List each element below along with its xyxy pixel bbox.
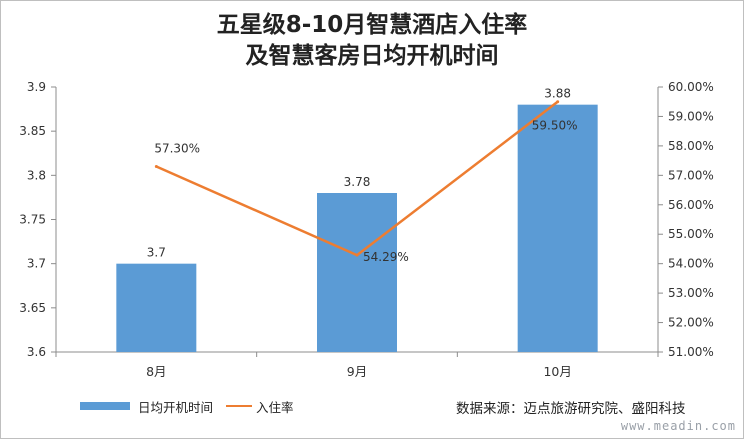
legend: 日均开机时间 入住率 xyxy=(0,396,744,418)
line-data-label: 57.30% xyxy=(154,142,200,156)
x-tick-label: 10月 xyxy=(543,364,571,379)
y-right-tick-label: 57.00% xyxy=(668,168,714,182)
legend-label-bar: 日均开机时间 xyxy=(138,400,214,415)
bar xyxy=(517,104,598,353)
x-tick-label: 8月 xyxy=(146,364,166,379)
y-left-tick-label: 3.6 xyxy=(27,345,46,359)
y-right-tick-label: 59.00% xyxy=(668,109,714,123)
line-point xyxy=(355,253,359,257)
source-note: 数据来源：迈点旅游研究院、盛阳科技 xyxy=(456,401,686,417)
line-data-label: 59.50% xyxy=(532,119,578,133)
legend-label-line: 入住率 xyxy=(256,400,294,415)
line-point xyxy=(556,100,560,104)
y-left-tick-label: 3.9 xyxy=(27,80,46,94)
bar xyxy=(116,263,197,352)
chart-title: 五星级8-10月智慧酒店入住率 及智慧客房日均开机时间 xyxy=(0,10,744,72)
y-left-tick-label: 3.65 xyxy=(19,301,46,315)
chart-title-line-1: 五星级8-10月智慧酒店入住率 xyxy=(216,12,528,38)
y-left-tick-label: 3.75 xyxy=(19,213,46,227)
y-right-tick-label: 54.00% xyxy=(668,257,714,271)
watermark: www.meadin.com xyxy=(620,419,736,433)
y-left-tick-label: 3.8 xyxy=(27,168,46,182)
line-data-label: 54.29% xyxy=(363,250,409,264)
y-left-tick-label: 3.7 xyxy=(27,257,46,271)
y-right-tick-label: 56.00% xyxy=(668,198,714,212)
y-right-tick-label: 60.00% xyxy=(668,80,714,94)
bar-data-label: 3.88 xyxy=(544,87,571,101)
x-tick-label: 9月 xyxy=(347,364,367,379)
y-right-tick-label: 55.00% xyxy=(668,227,714,241)
bar-data-label: 3.7 xyxy=(147,246,166,260)
line-point xyxy=(154,165,158,168)
y-right-tick-label: 51.00% xyxy=(668,345,714,359)
y-left-tick-label: 3.85 xyxy=(19,124,46,138)
chart-title-line-2: 及智慧客房日均开机时间 xyxy=(245,43,499,69)
legend-swatch-line xyxy=(226,405,252,407)
y-right-tick-label: 53.00% xyxy=(668,286,714,300)
y-right-tick-label: 52.00% xyxy=(668,316,714,330)
bar-data-label: 3.78 xyxy=(344,175,371,189)
y-right-tick-label: 58.00% xyxy=(668,139,714,153)
legend-swatch-bar xyxy=(80,402,130,410)
bar xyxy=(317,193,397,352)
